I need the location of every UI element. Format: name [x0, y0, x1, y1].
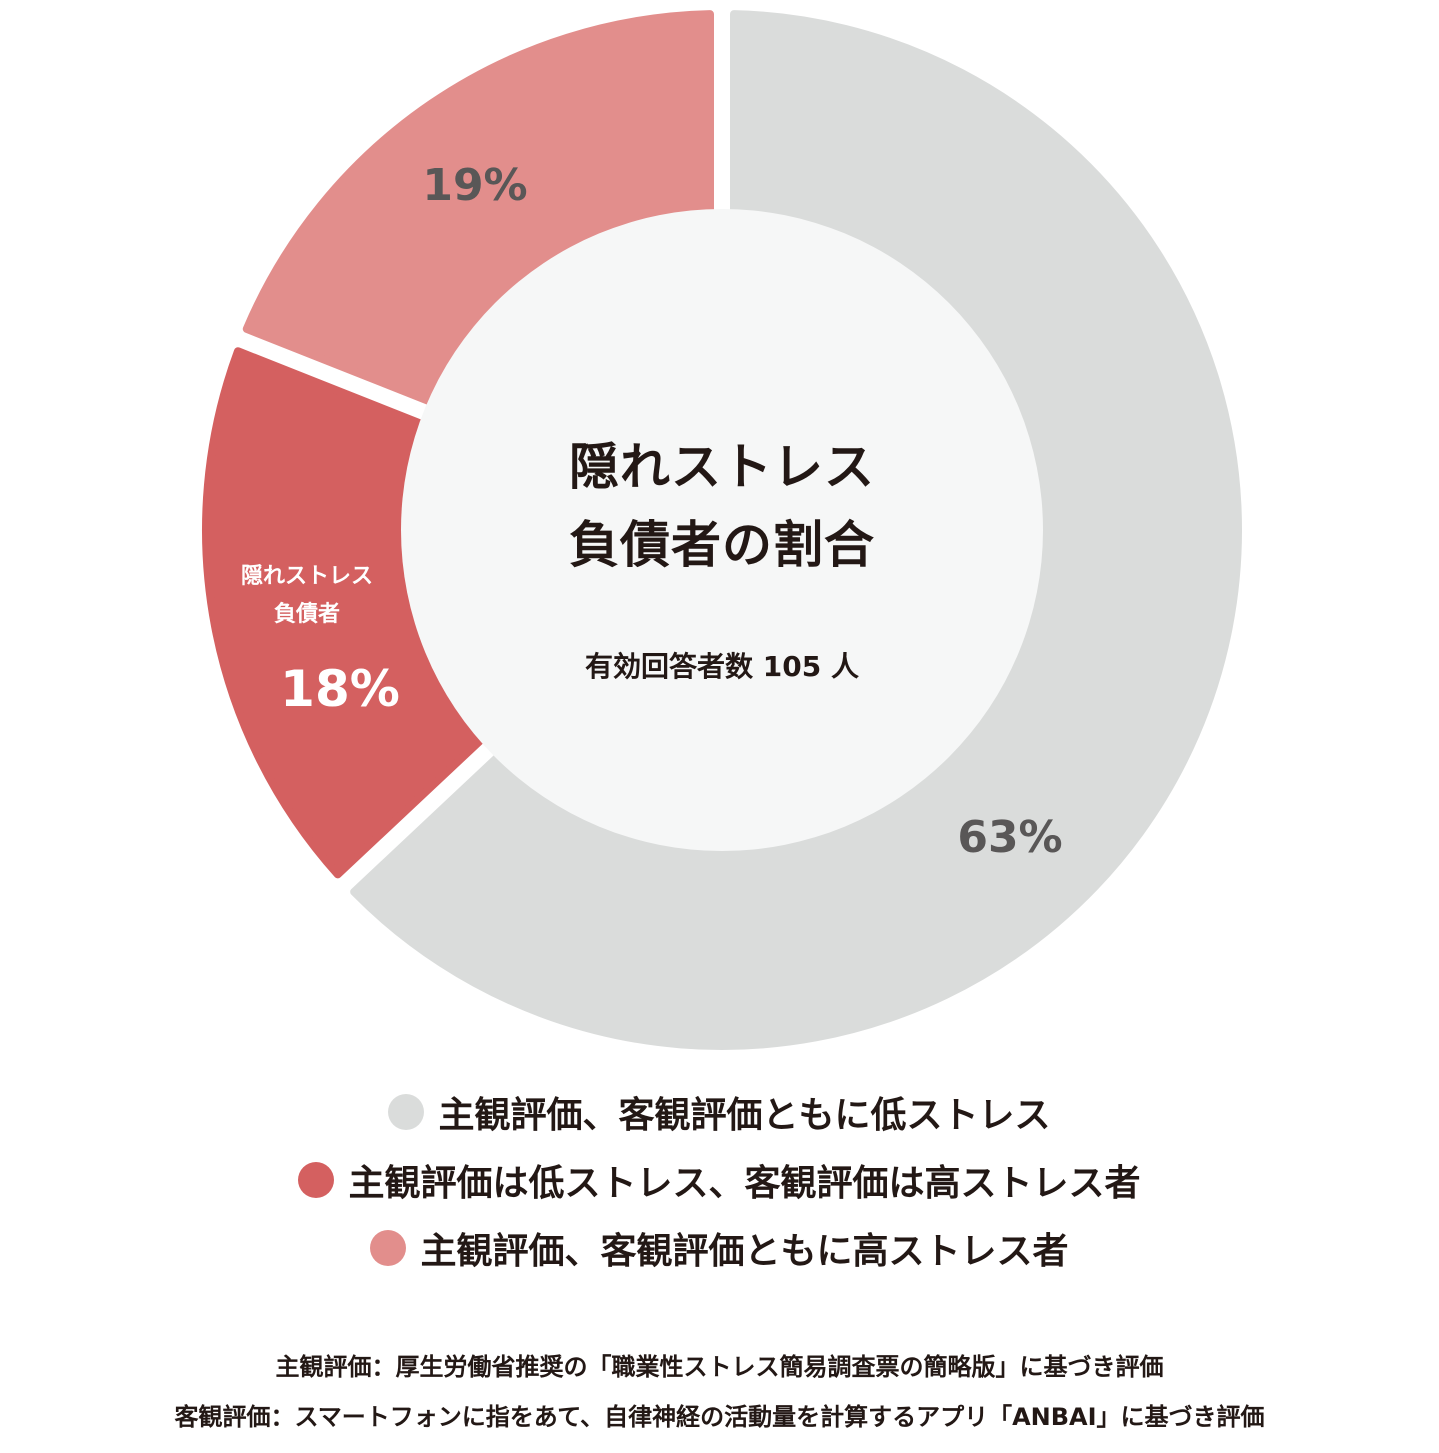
legend-label: 主観評価、客観評価ともに高ストレス者 — [420, 1231, 1069, 1272]
legend-dot-pink-icon — [370, 1230, 407, 1266]
pink-segment-percent: 19% — [422, 160, 528, 211]
legend-item-high-stress: 主観評価、客観評価ともに高ストレス者 — [0, 1214, 1439, 1282]
legend-label: 主観評価、客観評価ともに低ストレス — [438, 1095, 1051, 1136]
legend: 主観評価、客観評価ともに低ストレス 主観評価は低ストレス、客観評価は高ストレス者… — [0, 1078, 1439, 1282]
center-disc — [401, 209, 1043, 851]
red-segment-name-line2: 負債者 — [273, 602, 340, 627]
donut-chart — [202, 10, 1242, 1050]
footnote-subjective: 主観評価：厚生労働省推奨の「職業性ストレス簡易調査票の簡略版」に基づき評価 — [275, 1353, 1164, 1381]
legend-dot-gray-icon — [388, 1094, 425, 1130]
gray-segment-percent: 63% — [957, 812, 1063, 863]
chart-title-line1: 隠れストレス — [569, 438, 875, 496]
legend-item-low-stress: 主観評価、客観評価ともに低ストレス — [0, 1078, 1439, 1146]
red-segment-name-line1: 隠れストレス — [240, 564, 373, 589]
legend-dot-red-icon — [298, 1162, 335, 1198]
footnotes: 主観評価：厚生労働省推奨の「職業性ストレス簡易調査票の簡略版」に基づき評価 客観… — [0, 1342, 1439, 1442]
chart-title: 隠れストレス 負債者の割合 — [472, 428, 972, 584]
red-segment-name: 隠れストレス 負債者 — [212, 558, 402, 634]
chart-title-line2: 負債者の割合 — [569, 516, 875, 574]
legend-label: 主観評価は低ストレス、客観評価は高ストレス者 — [348, 1163, 1141, 1204]
red-segment-percent: 18% — [280, 660, 400, 718]
respondent-count: 有効回答者数 105 人 — [585, 650, 859, 683]
footnote-objective: 客観評価：スマートフォンに指をあて、自律神経の活動量を計算するアプリ「ANBAI… — [174, 1403, 1265, 1431]
legend-item-hidden-stress: 主観評価は低ストレス、客観評価は高ストレス者 — [0, 1146, 1439, 1214]
